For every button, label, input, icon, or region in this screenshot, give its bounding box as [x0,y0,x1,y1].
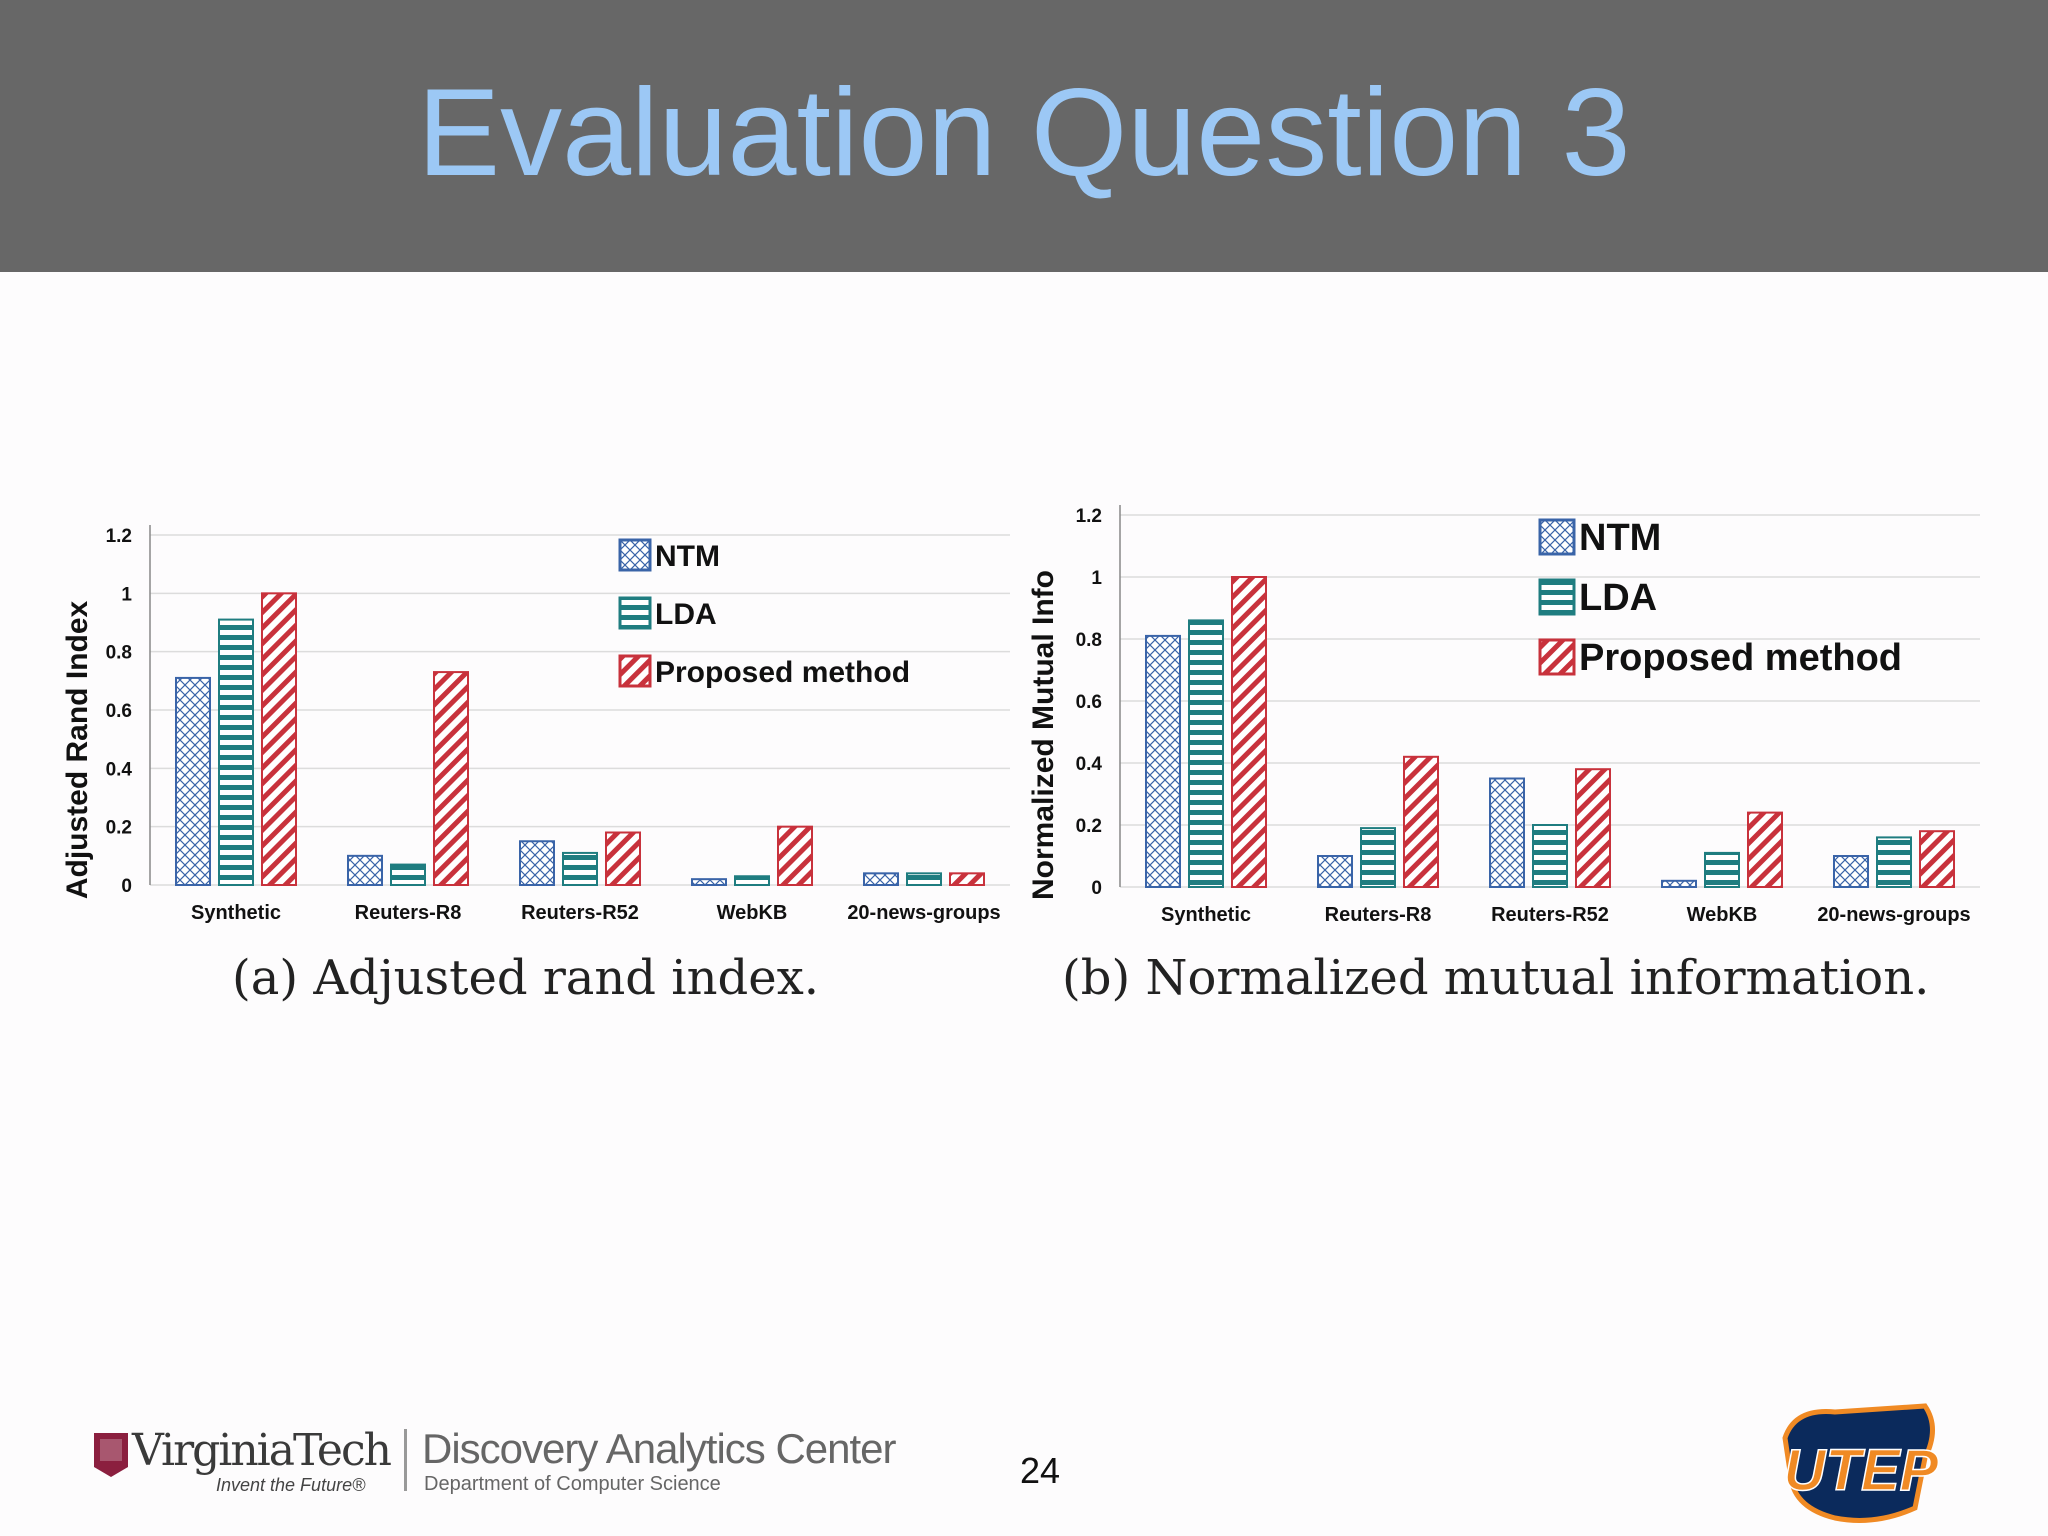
x-tick-label: 20-news-groups [1817,904,1970,926]
bar-proposed-method-reuters-r8 [433,671,469,886]
page-number: 24 [1020,1450,1061,1491]
bar-proposed-method-synthetic [1231,576,1267,888]
vt-tagline: Invent the Future® [216,1475,366,1495]
bar-ntm-20-news-groups [1833,855,1869,888]
y-tick-label: 0.8 [106,643,132,664]
legend-swatch-lda [1538,578,1576,616]
caption-a: (a) Adjusted rand index. [232,950,820,1006]
caption-b: (b) Normalized mutual information. [1062,950,1930,1006]
y-tick-label: 0.2 [106,818,132,839]
bar-lda-synthetic [218,618,254,886]
bar-proposed-method-20-news-groups [1919,830,1955,889]
x-tick-label: Synthetic [1161,904,1251,926]
bar-ntm-webkb [691,878,727,886]
bar-proposed-method-synthetic [261,592,297,886]
bar-ntm-reuters-r52 [1489,777,1525,888]
y-axis-label: Normalized Mutual Info [1027,570,1060,900]
legend-label: NTM [1579,517,1661,559]
bar-lda-webkb [734,875,770,886]
bar-proposed-method-webkb [777,825,813,886]
bar-ntm-reuters-r52 [519,840,555,886]
legend-label: LDA [655,598,717,631]
y-tick-label: 1.2 [106,526,132,547]
legend-swatch-proposed-method [618,654,652,688]
bar-lda-20-news-groups [906,872,942,887]
bar-proposed-method-reuters-r52 [605,831,641,886]
y-tick-label: 0.4 [1076,754,1103,775]
dac-name: Discovery Analytics Center [422,1425,897,1472]
x-tick-label: 20-news-groups [847,902,1000,924]
bar-lda-reuters-r52 [1532,824,1568,888]
x-tick-label: WebKB [717,902,788,924]
y-tick-label: 0 [121,876,132,897]
bar-proposed-method-webkb [1747,811,1783,889]
virginia-tech-dac-logo: VirginiaTech Invent the Future® Discover… [92,1425,952,1495]
legend-swatch-ntm [618,538,652,572]
y-tick-label: 0.2 [1076,816,1102,837]
bar-ntm-synthetic [1145,634,1181,888]
bar-lda-webkb [1704,851,1740,888]
x-tick-label: Reuters-R52 [521,902,639,924]
bar-lda-20-news-groups [1876,836,1912,888]
y-tick-label: 1 [1091,568,1102,589]
x-tick-label: Reuters-R8 [1325,904,1432,926]
chart-normalized-mutual-info: Normalized Mutual Info 0 0.2 0.4 0.6 0.8 1 1.2… [1027,505,1980,926]
x-tick-label: Reuters-R52 [1491,904,1609,926]
bar-proposed-method-reuters-r52 [1575,768,1611,889]
x-tick-label: WebKB [1687,904,1758,926]
legend-label: NTM [655,540,720,573]
x-tick-label: Synthetic [191,902,281,924]
bar-lda-reuters-r8 [1360,827,1396,889]
bar-lda-reuters-r8 [390,863,426,887]
dac-department: Department of Computer Science [424,1473,721,1495]
slide-title: Evaluation Question 3 [417,64,1631,202]
legend-swatch-lda [618,596,652,630]
legend-label: Proposed method [1579,637,1902,679]
bar-ntm-reuters-r8 [347,854,383,887]
bar-proposed-method-reuters-r8 [1403,755,1439,888]
utep-logo-text: UTEP [1784,1438,1939,1503]
y-tick-label: 0.6 [106,701,132,722]
y-axis-label: Adjusted Rand Index [61,601,94,900]
bar-proposed-method-20-news-groups [949,872,985,887]
chart-adjusted-rand-index: Adjusted Rand Index 0 0.2 0.4 0.6 0.8 1 1.2 Sy… [61,525,1010,924]
bar-lda-synthetic [1188,619,1224,888]
y-tick-label: 0.4 [106,759,133,780]
title-bar [0,0,2048,272]
legend-swatch-proposed-method [1538,638,1576,676]
y-tick-label: 1 [121,584,132,605]
y-tick-label: 0 [1091,878,1102,899]
bar-ntm-webkb [1661,879,1697,888]
bar-ntm-reuters-r8 [1317,855,1353,888]
utep-logo: UTEP [1782,1403,1939,1523]
bar-lda-reuters-r52 [562,851,598,886]
legend-label: Proposed method [655,656,910,689]
y-tick-label: 0.6 [1076,692,1102,713]
y-tick-label: 0.8 [1076,630,1102,651]
legend-swatch-ntm [1538,518,1576,556]
legend-label: LDA [1579,577,1657,619]
vt-name: VirginiaTech [132,1425,392,1476]
bar-ntm-20-news-groups [863,872,899,887]
vt-shield-icon [94,1433,128,1477]
bar-ntm-synthetic [175,676,211,886]
y-tick-label: 1.2 [1076,506,1102,527]
logo-separator [404,1429,407,1491]
x-tick-label: Reuters-R8 [355,902,462,924]
